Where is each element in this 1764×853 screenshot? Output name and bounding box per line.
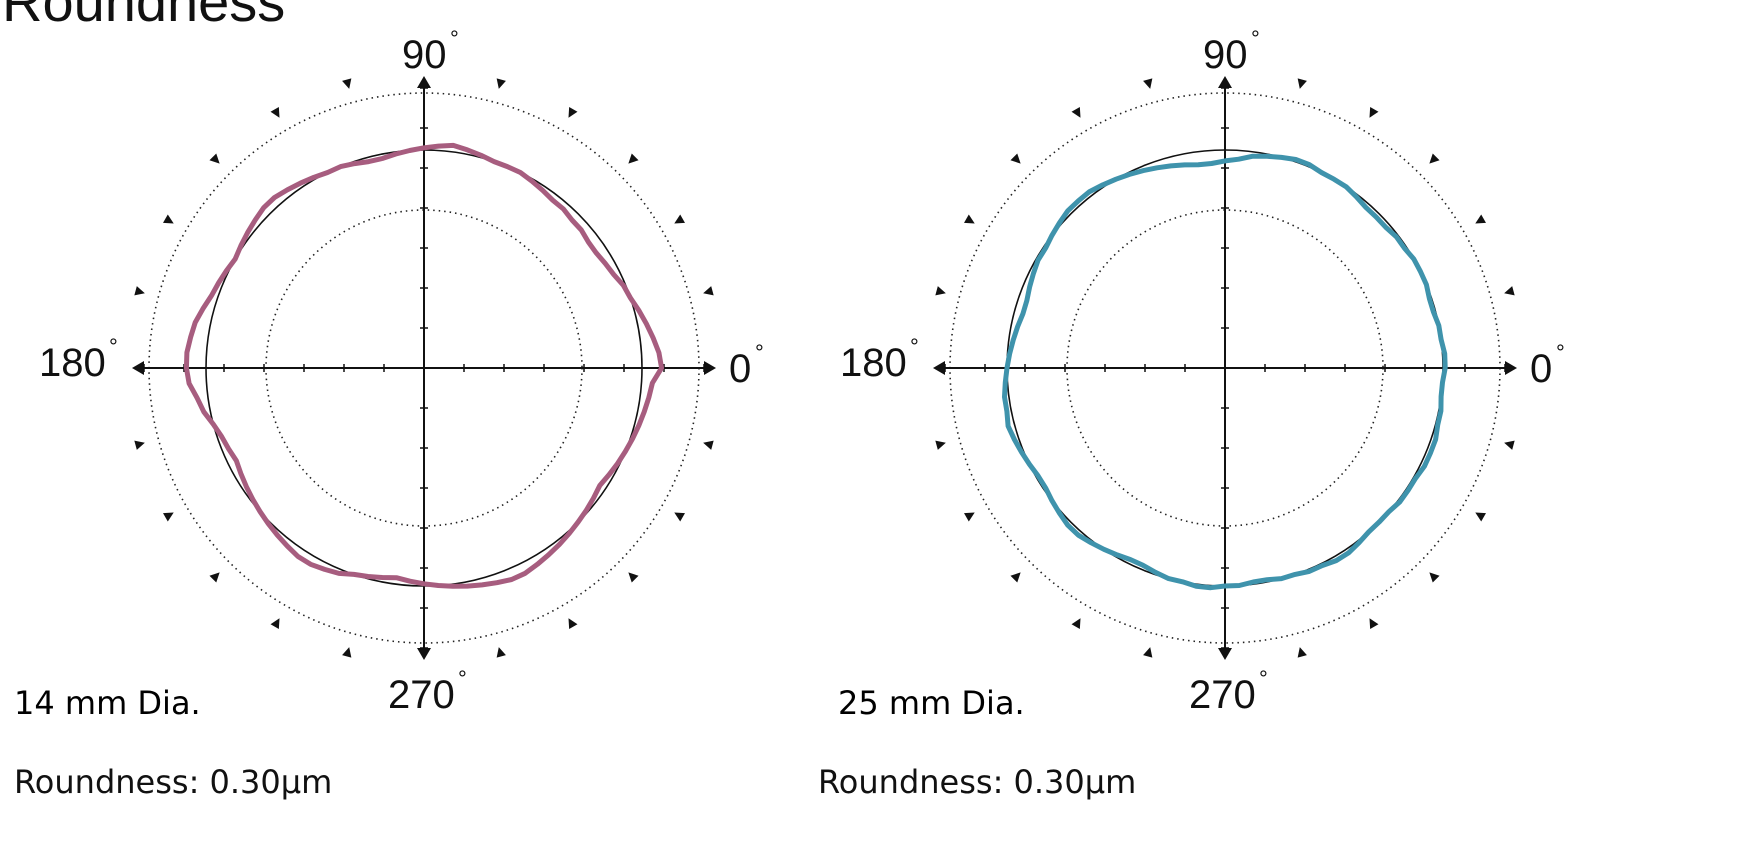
ring-marker — [134, 440, 145, 450]
axis-arrow-right — [704, 361, 716, 375]
label-90: 90 — [1203, 33, 1248, 77]
ring-marker — [674, 214, 685, 224]
ring-marker — [1504, 286, 1515, 296]
axis-arrow-left — [933, 361, 945, 375]
label-270-degree: ° — [1259, 666, 1268, 691]
ring-marker — [964, 214, 975, 224]
ring-marker — [1143, 647, 1153, 658]
ring-marker — [342, 78, 352, 89]
ring-marker — [628, 153, 639, 164]
roundness-profile — [1002, 153, 1448, 591]
ring-marker — [703, 440, 714, 450]
ring-marker — [568, 618, 578, 629]
label-270-degree: ° — [458, 666, 467, 691]
left-roundness: Roundness: 0.30μm — [14, 763, 333, 801]
right-caption: 25 mm Dia. — [838, 684, 1025, 722]
axis-arrow-top — [417, 76, 431, 88]
left-caption: 14 mm Dia. — [14, 684, 201, 722]
ring-marker — [163, 214, 174, 224]
label-180: 180 — [39, 341, 106, 385]
ring-marker — [568, 107, 578, 118]
ring-marker — [1369, 618, 1379, 629]
label-270: 270 — [1189, 673, 1256, 717]
ring-marker — [209, 153, 220, 164]
ring-marker — [134, 286, 145, 296]
ring-marker — [1010, 153, 1021, 164]
ring-marker — [1429, 153, 1440, 164]
axis-arrow-bottom — [1218, 648, 1232, 660]
axis-arrow-top — [1218, 76, 1232, 88]
ring-marker — [935, 440, 946, 450]
ring-marker — [270, 107, 280, 118]
label-90-degree: ° — [450, 26, 459, 51]
ring-marker — [1504, 440, 1515, 450]
ring-marker — [342, 647, 352, 658]
chart-title: Roundness — [2, 0, 286, 33]
label-180: 180 — [840, 341, 907, 385]
ring-marker — [628, 572, 639, 583]
ring-marker — [1475, 512, 1486, 522]
label-90: 90 — [402, 33, 447, 77]
ring-marker — [1010, 572, 1021, 583]
ring-marker — [703, 286, 714, 296]
label-0: 0 — [729, 347, 751, 391]
label-0: 0 — [1530, 347, 1552, 391]
axis-arrow-left — [132, 361, 144, 375]
ring-marker — [209, 572, 220, 583]
right-roundness: Roundness: 0.30μm — [818, 763, 1137, 801]
ring-marker — [496, 78, 506, 89]
ring-marker — [496, 647, 506, 658]
ring-marker — [1475, 214, 1486, 224]
ring-marker — [1071, 618, 1081, 629]
axis-arrow-right — [1505, 361, 1517, 375]
roundness-profile — [183, 142, 665, 589]
label-0-degree: ° — [755, 340, 764, 365]
ring-marker — [1143, 78, 1153, 89]
label-270: 270 — [388, 673, 455, 717]
axis-arrow-bottom — [417, 648, 431, 660]
ring-marker — [935, 286, 946, 296]
ring-marker — [1297, 78, 1307, 89]
ring-marker — [1369, 107, 1379, 118]
label-90-degree: ° — [1251, 26, 1260, 51]
ring-marker — [1297, 647, 1307, 658]
ring-marker — [1429, 572, 1440, 583]
ring-marker — [270, 618, 280, 629]
label-180-degree: ° — [109, 334, 118, 359]
label-180-degree: ° — [910, 334, 919, 359]
ring-marker — [163, 512, 174, 522]
ring-marker — [674, 512, 685, 522]
ring-marker — [1071, 107, 1081, 118]
ring-marker — [964, 512, 975, 522]
label-0-degree: ° — [1556, 340, 1565, 365]
